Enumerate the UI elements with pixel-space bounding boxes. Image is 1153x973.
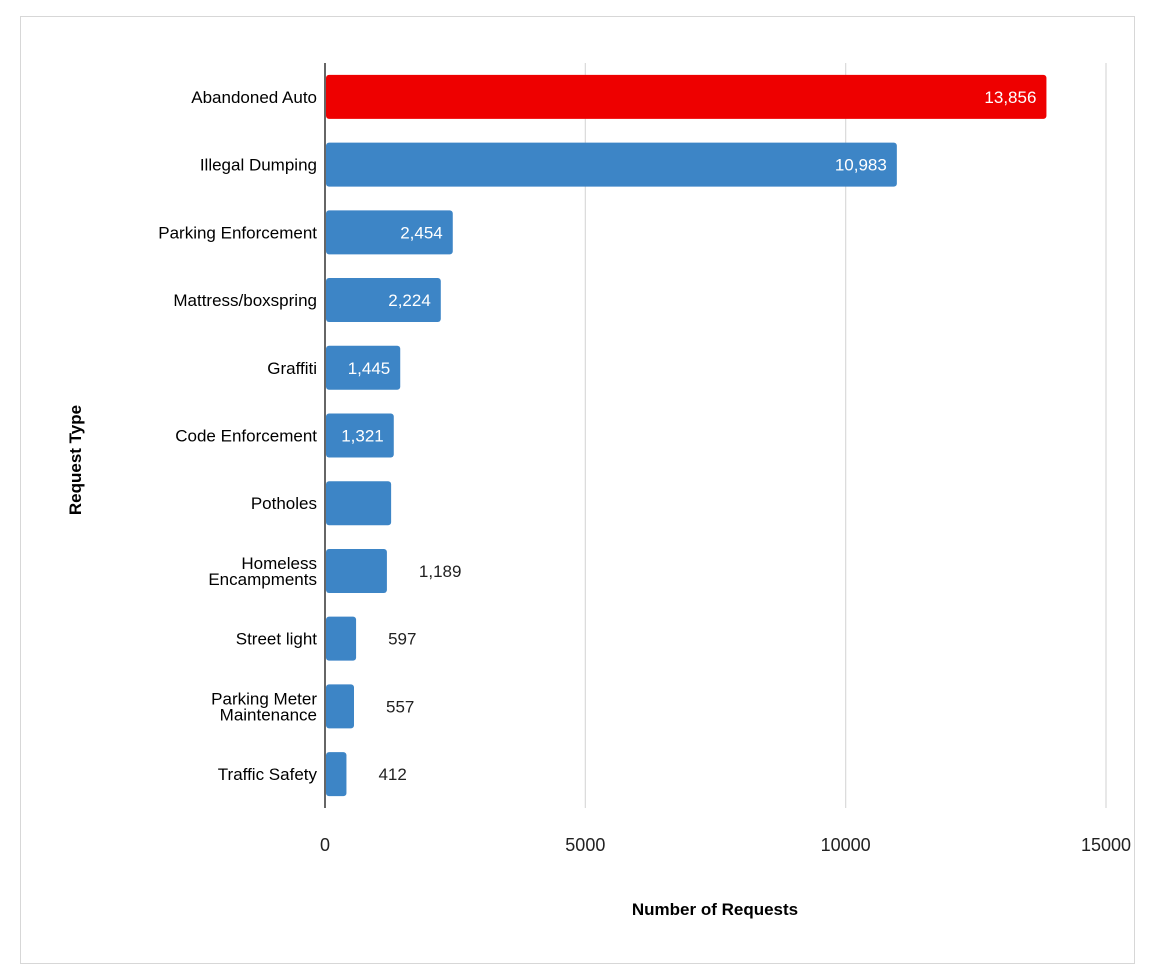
category-label: Parking Enforcement — [158, 223, 317, 242]
label-layer: 0 5000 10000 15000 Abandoned Auto 13,856 Illeg… — [158, 88, 1131, 855]
data-label: 412 — [378, 765, 406, 784]
x-tick-label: 10000 — [821, 835, 871, 855]
data-label: 1,445 — [348, 359, 391, 378]
x-tick-label: 5000 — [565, 835, 605, 855]
data-label: 597 — [388, 630, 416, 649]
category-label: Street light — [236, 630, 318, 649]
bar — [326, 278, 441, 323]
bar — [326, 752, 347, 797]
grid-layer — [584, 63, 1107, 808]
bar — [326, 413, 394, 458]
bar — [326, 481, 392, 526]
data-label: 1,189 — [419, 562, 462, 581]
bar-layer — [326, 74, 1047, 797]
category-label: Homeless Encampments — [208, 554, 317, 589]
bar — [326, 74, 1047, 119]
y-axis-title: Request Type — [66, 405, 85, 515]
category-label: Parking Meter Maintenance — [211, 689, 317, 724]
bar — [326, 210, 453, 255]
data-label: 2,454 — [400, 223, 443, 242]
category-label: Mattress/boxspring — [173, 291, 317, 310]
data-label: 10,983 — [835, 156, 887, 175]
bar — [326, 345, 401, 390]
bar — [326, 684, 355, 729]
category-label: Code Enforcement — [175, 427, 317, 446]
bar — [326, 616, 357, 661]
bar — [326, 548, 387, 593]
category-label: Potholes — [251, 494, 317, 513]
category-label: Traffic Safety — [218, 765, 318, 784]
data-label: 13,856 — [984, 88, 1036, 107]
data-label: 2,224 — [388, 291, 431, 310]
category-label: Illegal Dumping — [200, 156, 317, 175]
data-label: 557 — [386, 697, 414, 716]
category-label: Abandoned Auto — [191, 88, 317, 107]
x-tick-label: 15000 — [1081, 835, 1131, 855]
category-label: Graffiti — [267, 359, 317, 378]
x-axis-title: Number of Requests — [632, 900, 798, 919]
bar — [326, 142, 897, 187]
x-tick-label: 0 — [320, 835, 330, 855]
data-label: 1,321 — [341, 427, 384, 446]
